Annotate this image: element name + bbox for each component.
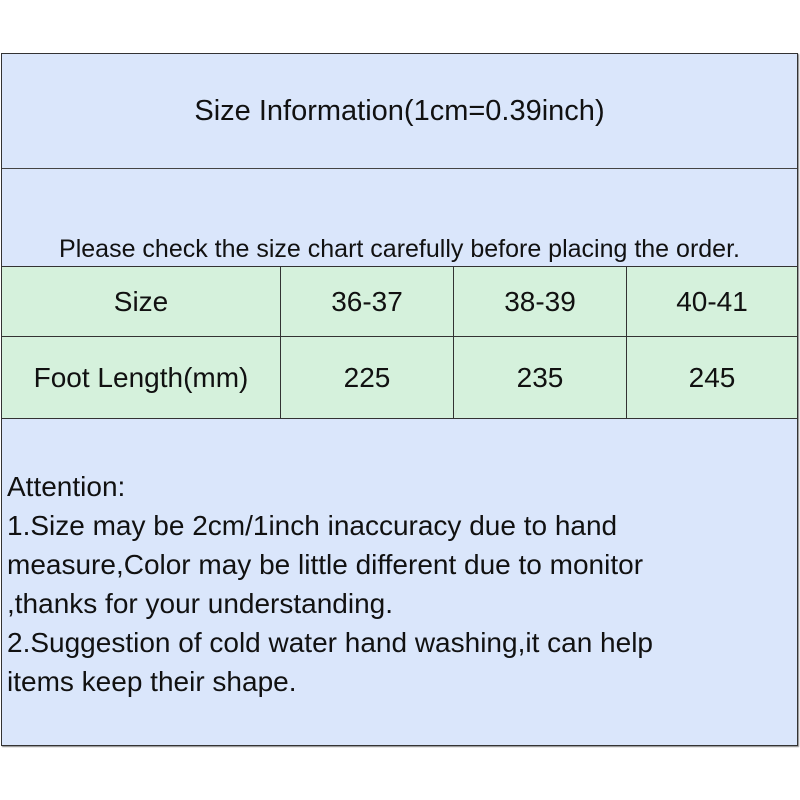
- attention-line: measure,Color may be little different du…: [7, 549, 644, 580]
- notice: Please check the size chart carefully be…: [59, 235, 740, 263]
- attention-line: 1.Size may be 2cm/1inch inaccuracy due t…: [7, 510, 618, 541]
- table-cell: 245: [688, 362, 736, 393]
- table-cell: Foot Length(mm): [2, 337, 281, 419]
- table-cell: 235: [454, 337, 627, 419]
- attention-text: Attention: 1.Size may be 2cm/1inch inacc…: [7, 467, 787, 701]
- size-info-panel: Size Information(1cm=0.39inch) Please ch…: [1, 53, 798, 746]
- table-cell: 38-39: [454, 267, 627, 336]
- row-divider: [2, 336, 797, 337]
- attention-line: ,thanks for your understanding.: [7, 588, 394, 619]
- attention-line: 2.Suggestion of cold water hand washing,…: [7, 627, 653, 658]
- table-cell: 40-41: [676, 285, 748, 317]
- table-cell: Size: [2, 267, 281, 336]
- table-cell: 36-37: [281, 267, 454, 336]
- title: Size Information(1cm=0.39inch): [2, 54, 797, 169]
- attention-line: Attention:: [7, 471, 126, 502]
- table-cell: 225: [281, 337, 454, 419]
- size-table: Size 36-37 38-39 40-41 Foot Length(mm) 2…: [2, 266, 797, 419]
- attention-line: items keep their shape.: [7, 666, 297, 697]
